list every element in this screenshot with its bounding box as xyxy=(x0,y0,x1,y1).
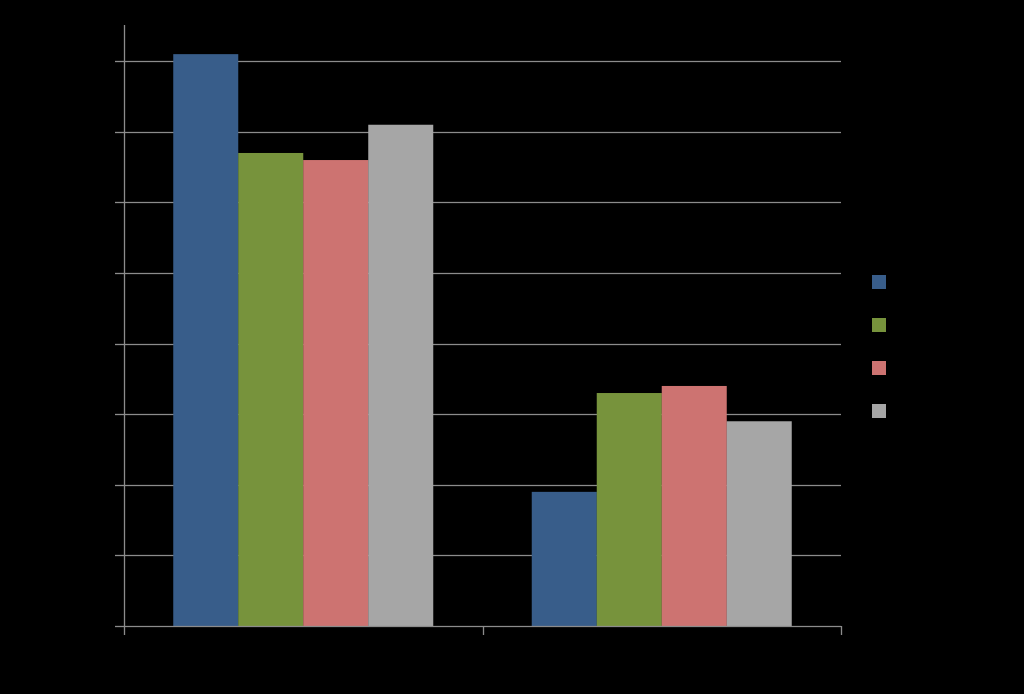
bar-series-1-category-1 xyxy=(173,54,239,626)
bar-series-4-category-2 xyxy=(726,421,792,626)
bar-series-1-category-2 xyxy=(531,491,597,626)
bar-series-4-category-1 xyxy=(368,124,434,627)
axes xyxy=(115,25,843,635)
bar-series-3-category-2 xyxy=(661,385,727,626)
legend-key-series-4 xyxy=(872,404,886,418)
legend-key-series-3 xyxy=(872,361,886,375)
bars xyxy=(173,54,792,627)
bar-series-2-category-1 xyxy=(238,152,304,627)
legend-key-series-1 xyxy=(872,275,886,289)
legend-key-series-2 xyxy=(872,318,886,332)
legend xyxy=(872,275,886,418)
bar-series-3-category-1 xyxy=(303,160,369,627)
bar-series-2-category-2 xyxy=(596,393,662,626)
